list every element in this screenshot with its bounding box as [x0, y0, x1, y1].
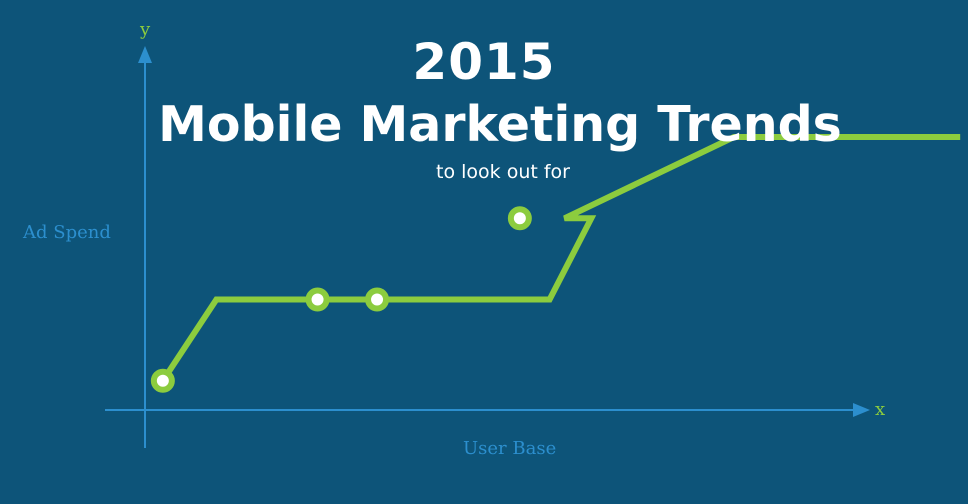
y-axis-arrow — [138, 46, 152, 63]
page-title: Mobile Marketing Trends — [158, 96, 842, 153]
plot-area — [150, 134, 961, 393]
series-line-0 — [160, 134, 961, 383]
y-axis-label: Ad Spend — [23, 222, 111, 243]
data-point-3 — [507, 206, 532, 231]
x-axis-letter: x — [875, 399, 886, 420]
data-point-1 — [305, 287, 330, 312]
axes — [105, 46, 870, 448]
x-axis-label: User Base — [463, 438, 557, 459]
x-axis-arrow — [853, 403, 870, 417]
data-point-0 — [150, 368, 175, 393]
subtitle: to look out for — [436, 161, 570, 183]
title-year: 2015 — [412, 33, 556, 91]
y-axis-letter: y — [140, 19, 151, 40]
data-point-2 — [365, 287, 390, 312]
